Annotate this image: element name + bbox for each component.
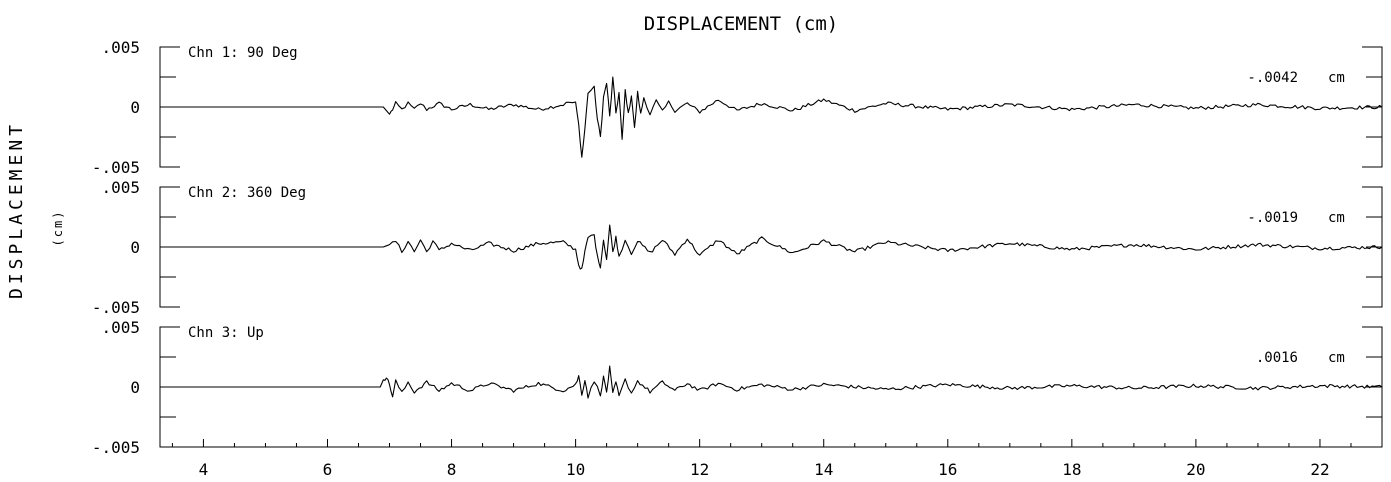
x-tick-label: 6 [323,460,333,479]
peak-value-label: .0016 [1256,350,1298,366]
y-axis-label: DISPLACEMENT [6,121,27,299]
y-tick-label: .005 [101,178,140,197]
channel-label: Chn 2: 360 Deg [188,185,306,201]
x-tick-label: 12 [690,460,709,479]
y-tick-label: -.005 [92,158,140,177]
y-axis-unit-label: (cm) [51,210,65,247]
x-tick-label: 22 [1310,460,1329,479]
x-tick-label: 4 [199,460,209,479]
peak-value-label: -.0042 [1247,70,1298,86]
x-axis: 4 6 8 10 12 14 16 18 20 22 [160,439,1383,479]
chart-title: DISPLACEMENT (cm) [644,13,838,35]
x-tick-label: 10 [566,460,585,479]
x-tick-label: 18 [1062,460,1081,479]
peak-value-label: -.0019 [1247,210,1298,226]
waveform-trace [160,76,1383,158]
channel-label: Chn 1: 90 Deg [188,45,298,61]
peak-unit-label: cm [1328,210,1345,226]
waveform-trace [160,224,1383,270]
peak-unit-label: cm [1328,70,1345,86]
y-tick-label: -.005 [92,438,140,457]
channel-panel: .005 0 -.005 Chn 2: 360 Deg -.0019 cm [92,178,1383,317]
x-tick-label: 16 [938,460,957,479]
y-tick-label: 0 [130,378,140,397]
y-tick-label: 0 [130,238,140,257]
channel-panel: .005 0 -.005 Chn 3: Up .0016 cm [92,318,1383,457]
channel-panels: .005 0 -.005 Chn 1: 90 Deg -.0042 cm .005 0 -.00… [92,38,1383,457]
y-tick-label: 0 [130,98,140,117]
peak-unit-label: cm [1328,350,1345,366]
channel-panel: .005 0 -.005 Chn 1: 90 Deg -.0042 cm [92,38,1383,177]
x-tick-label: 14 [814,460,833,479]
x-tick-label: 20 [1186,460,1205,479]
waveform-trace [160,365,1383,399]
y-tick-label: .005 [101,38,140,57]
x-tick-label: 8 [447,460,457,479]
y-tick-label: .005 [101,318,140,337]
y-tick-label: -.005 [92,298,140,317]
channel-label: Chn 3: Up [188,325,264,341]
